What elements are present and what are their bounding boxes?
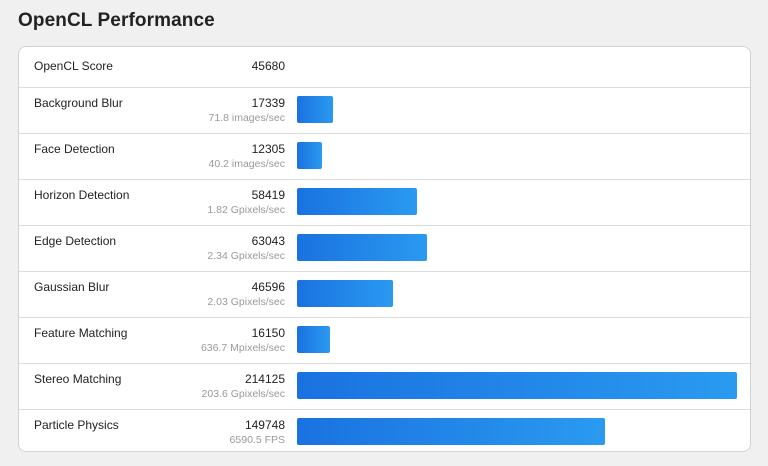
test-row: Particle Physics 149748 6590.5 FPS	[19, 410, 750, 451]
score-bar	[297, 418, 605, 445]
score-bar-track	[297, 280, 737, 307]
test-name: Horizon Detection	[34, 188, 130, 202]
test-throughput: 636.7 Mpixels/sec	[200, 342, 285, 354]
test-score: 58419	[251, 188, 285, 202]
score-bar-track	[297, 188, 737, 215]
test-list: Background Blur 17339 71.8 images/sec Face …	[19, 88, 750, 451]
score-bar-track	[297, 234, 737, 261]
test-name: Gaussian Blur	[34, 280, 110, 294]
score-bar	[297, 234, 427, 261]
test-throughput: 71.8 images/sec	[208, 112, 285, 124]
test-throughput: 40.2 images/sec	[208, 158, 285, 170]
page-title: OpenCL Performance	[18, 10, 215, 31]
test-throughput: 203.6 Gpixels/sec	[201, 388, 285, 400]
test-throughput: 2.03 Gpixels/sec	[207, 296, 285, 308]
score-bar	[297, 188, 417, 215]
test-row: Horizon Detection 58419 1.82 Gpixels/sec	[19, 180, 750, 226]
test-score: 12305	[251, 142, 285, 156]
score-bar-track	[297, 96, 737, 123]
test-name: Stereo Matching	[34, 372, 122, 386]
summary-row: OpenCL Score 45680	[19, 47, 750, 88]
test-row: Background Blur 17339 71.8 images/sec	[19, 88, 750, 134]
summary-label: OpenCL Score	[34, 59, 113, 73]
score-bar-track	[297, 142, 737, 169]
test-row: Stereo Matching 214125 203.6 Gpixels/sec	[19, 364, 750, 410]
test-throughput: 2.34 Gpixels/sec	[207, 250, 285, 262]
test-score: 214125	[244, 372, 285, 386]
test-name: Feature Matching	[34, 326, 128, 340]
test-name: Background Blur	[34, 96, 123, 110]
test-throughput: 6590.5 FPS	[229, 434, 285, 446]
test-name: Face Detection	[34, 142, 115, 156]
results-card: OpenCL Score 45680 Background Blur 17339 7…	[18, 46, 751, 452]
summary-score: 45680	[251, 59, 285, 73]
test-score: 17339	[251, 96, 285, 110]
test-score: 149748	[244, 418, 285, 432]
score-bar-track	[297, 326, 737, 353]
score-bar-track	[297, 372, 737, 399]
score-bar	[297, 280, 393, 307]
score-bar	[297, 326, 330, 353]
test-name: Particle Physics	[34, 418, 119, 432]
score-bar	[297, 372, 737, 399]
test-row: Feature Matching 16150 636.7 Mpixels/sec	[19, 318, 750, 364]
score-bar	[297, 142, 322, 169]
test-score: 16150	[251, 326, 285, 340]
test-throughput: 1.82 Gpixels/sec	[207, 204, 285, 216]
score-bar	[297, 96, 333, 123]
test-row: Edge Detection 63043 2.34 Gpixels/sec	[19, 226, 750, 272]
test-score: 63043	[251, 234, 285, 248]
test-name: Edge Detection	[34, 234, 117, 248]
test-row: Face Detection 12305 40.2 images/sec	[19, 134, 750, 180]
score-bar-track	[297, 418, 737, 445]
test-row: Gaussian Blur 46596 2.03 Gpixels/sec	[19, 272, 750, 318]
test-score: 46596	[251, 280, 285, 294]
